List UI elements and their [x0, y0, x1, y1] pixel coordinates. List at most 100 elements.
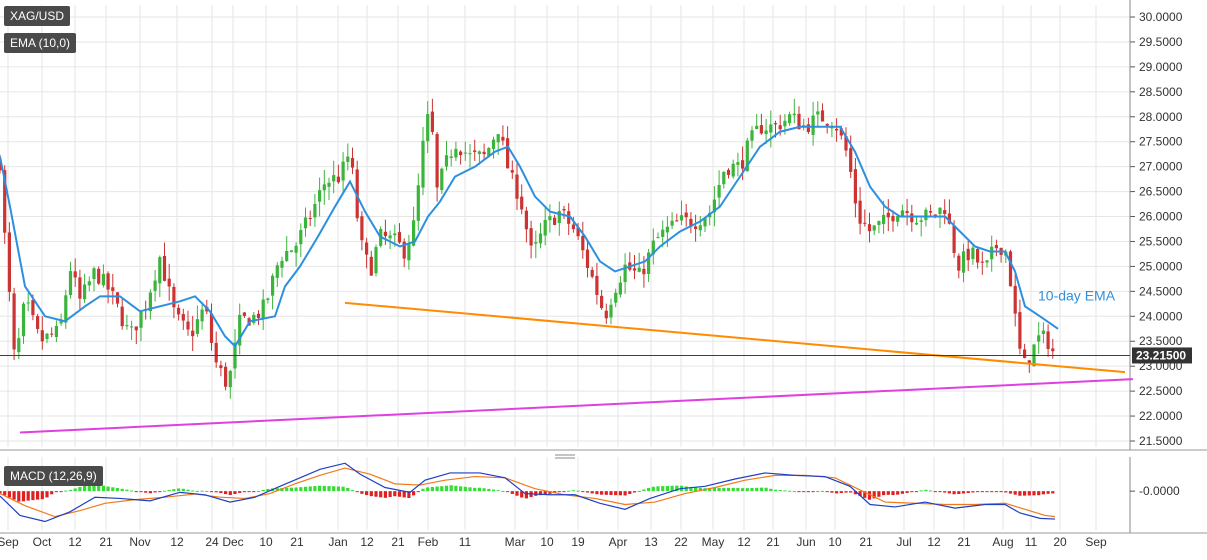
macd-histogram-bar [1013, 491, 1017, 495]
macd-histogram-bar [430, 486, 434, 492]
candle-down [726, 169, 731, 175]
candle-up [454, 148, 458, 158]
resistance-trendline [344, 301, 1126, 374]
candle-up [637, 267, 641, 272]
x-tick-label: 19 [571, 535, 585, 549]
macd-histogram-bar [1046, 491, 1050, 494]
candle-up [717, 184, 721, 198]
candle-up [148, 292, 152, 312]
macd-histogram-bar [40, 491, 44, 500]
candle-up [407, 244, 411, 261]
macd-histogram-bar [491, 489, 496, 492]
candle-up [477, 151, 481, 154]
macd-histogram-bar [313, 486, 317, 492]
candle-down [886, 212, 890, 218]
candle-down [224, 366, 228, 387]
macd-histogram-bar [835, 491, 839, 494]
candle-down [506, 138, 510, 169]
macd-histogram-bar [101, 485, 105, 492]
macd-histogram-bar [759, 487, 763, 492]
candle-up [882, 214, 886, 224]
macd-histogram-bar [614, 491, 618, 496]
macd-histogram-bar [769, 488, 773, 492]
candle-up [285, 250, 289, 261]
macd-histogram-bar [214, 491, 218, 493]
candle-up [64, 295, 68, 323]
macd-histogram-bar [830, 491, 834, 493]
macd-histogram-bar [797, 491, 801, 493]
candle-up [426, 114, 430, 142]
macd-histogram-bar [1008, 491, 1013, 494]
macd-histogram-bar [726, 487, 731, 492]
macd-histogram-bar [896, 491, 900, 495]
y-tick-label: 22.5000 [1139, 384, 1183, 398]
candle-up [68, 271, 73, 296]
x-tick-label: Nov [129, 535, 150, 549]
last-price-label-bg [1132, 347, 1192, 364]
macd-histogram-bar [590, 491, 594, 494]
macd-histogram-bar [252, 491, 256, 493]
candle-up [17, 338, 21, 353]
macd-histogram-bar [816, 491, 820, 493]
candle-down [689, 218, 693, 227]
candle-up [990, 246, 994, 260]
macd-histogram-bar [459, 486, 463, 492]
candle-up [614, 292, 618, 303]
y-tick-label: 27.5000 [1139, 135, 1183, 149]
candle-down [209, 313, 214, 343]
macd-histogram-bar [26, 491, 30, 501]
candle-up [703, 218, 707, 227]
candle-down [863, 222, 867, 224]
candle-up [656, 237, 660, 239]
candle-up [661, 229, 665, 237]
macd-histogram-bar [449, 485, 453, 492]
x-tick-label: 21 [766, 535, 780, 549]
macd-histogram-bar [125, 489, 129, 492]
candle-up [872, 225, 876, 231]
macd-histogram-bar [374, 491, 378, 497]
candle-down [191, 330, 195, 337]
y-tick-label: 25.0000 [1139, 259, 1183, 273]
macd-histogram-bar [1027, 491, 1031, 496]
candle-up [322, 184, 326, 191]
macd-histogram-bar [64, 490, 68, 492]
candle-down [402, 241, 406, 259]
x-tick-label: 21 [859, 535, 873, 549]
macd-histogram-bar [891, 491, 895, 496]
candle-up [961, 251, 966, 273]
macd-histogram-bar [350, 490, 355, 492]
candle-up [388, 235, 392, 239]
last-price-label: 23.21500 [1136, 348, 1186, 362]
macd-histogram-bar [97, 484, 101, 492]
candle-up [195, 319, 199, 334]
candle-down [600, 295, 604, 309]
candle-up [900, 210, 904, 218]
macd-histogram-bar [83, 485, 87, 492]
candle-up [444, 155, 449, 167]
candle-up [487, 148, 491, 157]
candle-down [360, 216, 364, 241]
candle-down [980, 261, 984, 263]
macd-histogram-bar [332, 486, 336, 492]
macd-indicator-label: MACD (12,26,9) [4, 466, 103, 486]
candle-down [844, 136, 848, 151]
macd-histogram-bar [261, 490, 265, 492]
macd-histogram-bar [524, 491, 528, 499]
macd-histogram-bar [872, 491, 876, 499]
candle-up [722, 171, 726, 185]
x-tick-label: 22 [674, 535, 688, 549]
x-tick-label: 11 [459, 535, 472, 549]
macd-histogram-bar [224, 491, 228, 495]
candle-up [327, 182, 331, 187]
candle-down [891, 215, 895, 222]
candle-down [181, 314, 185, 321]
candle-down [36, 316, 40, 329]
candle-down [741, 160, 745, 169]
candle-up [712, 199, 716, 213]
macd-histogram-bar [642, 489, 646, 492]
candle-up [792, 113, 796, 116]
x-tick-label: Feb [418, 535, 439, 549]
candle-up [463, 152, 467, 154]
x-tick-label: 12 [170, 535, 184, 549]
macd-histogram-bar [985, 491, 989, 493]
